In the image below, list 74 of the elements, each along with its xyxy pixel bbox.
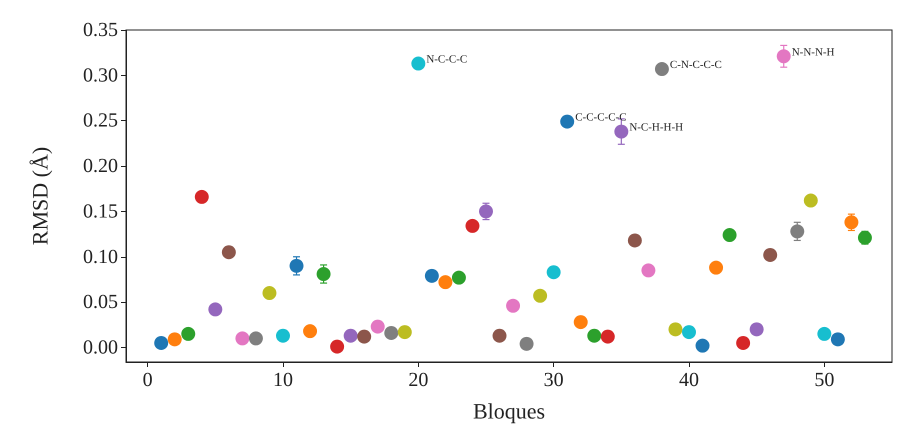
point: [398, 325, 412, 340]
y-axis-title: RMSD (Å): [28, 146, 52, 246]
point: [479, 204, 493, 218]
point: [222, 245, 236, 260]
point: [276, 328, 290, 343]
point: [181, 326, 196, 341]
x-tick-label: 40: [678, 369, 699, 391]
point: [587, 328, 602, 343]
point: [344, 328, 358, 343]
annotation: N-N-N-H: [792, 46, 835, 58]
point: [546, 265, 561, 280]
x-tick-label: 0: [142, 369, 153, 391]
annotation: C-C-C-C-C: [575, 112, 627, 124]
point: [290, 258, 304, 273]
y-tick-label: 0.35: [83, 19, 118, 41]
point: [465, 218, 480, 233]
point: [750, 322, 764, 336]
point: [776, 49, 791, 64]
point: [492, 328, 507, 343]
point: [600, 330, 615, 344]
point: [506, 298, 520, 313]
y-tick-label: 0.30: [83, 64, 118, 86]
point: [560, 114, 574, 129]
point: [844, 215, 858, 230]
annotation: N-C-C-C: [426, 54, 468, 66]
point: [357, 330, 372, 344]
x-tick-label: 20: [408, 369, 428, 391]
x-tick-label: 30: [544, 369, 564, 391]
point: [208, 302, 222, 316]
point: [696, 338, 710, 353]
point: [262, 286, 276, 300]
point: [858, 230, 872, 245]
point: [830, 332, 845, 346]
point: [520, 336, 534, 351]
point: [438, 275, 452, 290]
x-tick-label: 50: [814, 369, 834, 391]
x-axis-title: Bloques: [472, 398, 546, 424]
point: [722, 228, 737, 242]
point: [574, 315, 588, 330]
point: [709, 260, 724, 275]
y-tick-label: 0.15: [83, 200, 118, 222]
point: [411, 56, 426, 71]
point: [790, 224, 804, 238]
point: [817, 326, 832, 341]
point: [804, 194, 818, 208]
point: [370, 320, 385, 334]
point: [654, 62, 669, 76]
y-tick-label: 0.05: [83, 291, 118, 314]
x-tick-label: 10: [272, 369, 293, 391]
y-tick-label: 0.20: [83, 155, 118, 178]
point: [628, 233, 642, 248]
point: [736, 336, 750, 350]
point: [641, 263, 656, 278]
annotation: C-N-C-C-C: [670, 59, 722, 72]
point: [235, 331, 250, 346]
point: [330, 340, 344, 354]
y-tick-label: 0.10: [83, 246, 118, 268]
point: [614, 124, 628, 139]
y-tick-label: 0.25: [83, 110, 118, 132]
point: [533, 288, 548, 303]
point: [194, 190, 209, 204]
point: [424, 268, 439, 283]
point: [303, 324, 318, 338]
point: [682, 325, 696, 340]
point: [384, 326, 398, 340]
point: [763, 248, 778, 262]
point: [154, 336, 168, 350]
point: [316, 267, 331, 282]
y-tick-label: 0.00: [83, 336, 118, 358]
point: [168, 332, 182, 346]
point: [452, 270, 466, 285]
point: [248, 331, 263, 346]
annotation: N-C-H-H-H: [629, 122, 684, 134]
point: [668, 322, 682, 336]
